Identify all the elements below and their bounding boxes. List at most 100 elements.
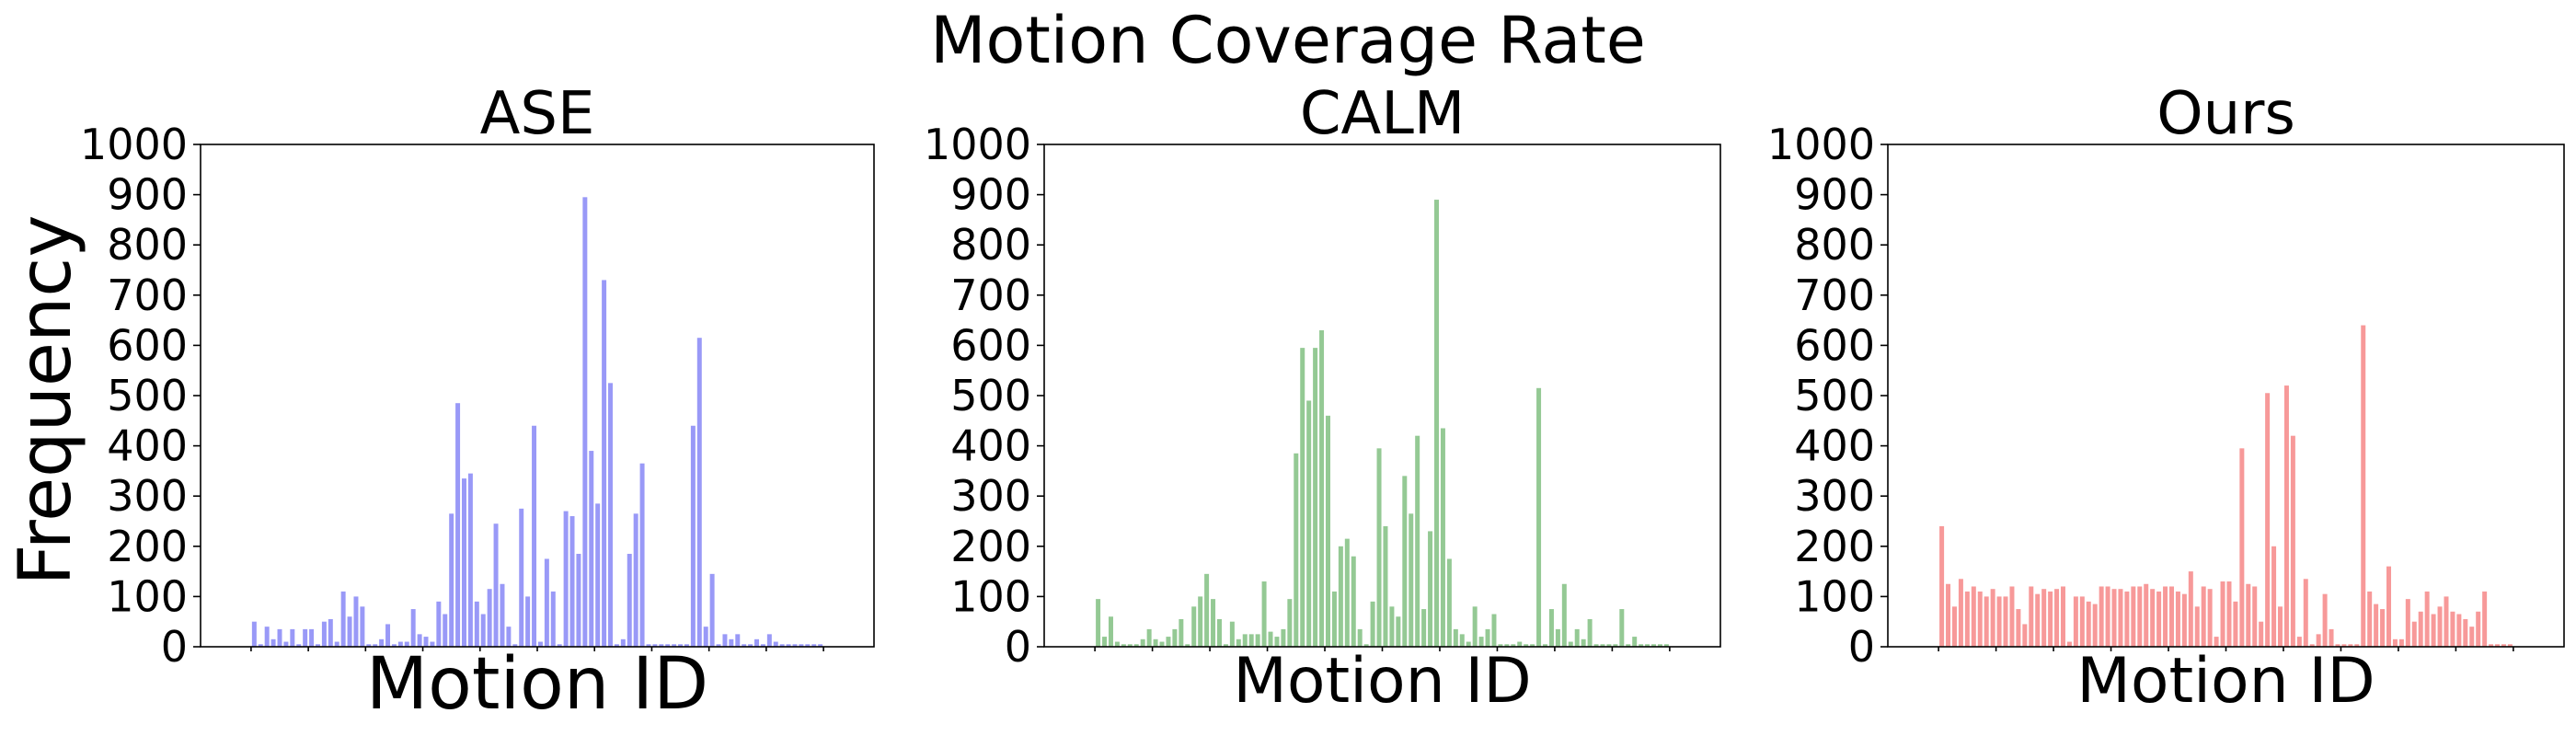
y-tick-label: 0 [161, 622, 188, 672]
bar [430, 641, 435, 647]
bar [639, 463, 645, 647]
bar [1606, 644, 1612, 647]
bar [366, 644, 372, 647]
bar [557, 644, 562, 647]
bar [2463, 618, 2468, 647]
bar [1574, 628, 1580, 647]
bar [2431, 614, 2436, 647]
bar [1338, 546, 1343, 647]
bar [1383, 525, 1388, 647]
bar [1440, 428, 1445, 647]
bar [519, 508, 524, 647]
bar [2137, 586, 2143, 647]
bar [1626, 644, 1631, 647]
bar [2380, 609, 2386, 647]
bar [1524, 644, 1529, 647]
bar [2048, 591, 2053, 647]
bar [1389, 606, 1395, 647]
bar [722, 634, 728, 647]
bar [2469, 627, 2475, 647]
bar [1268, 631, 1273, 647]
y-tick-label: 600 [1794, 320, 1875, 370]
bar [1984, 596, 1989, 647]
bar [2252, 586, 2258, 647]
bar [576, 553, 581, 647]
bar [1216, 618, 1222, 647]
bar [1478, 637, 1484, 647]
bar [303, 628, 308, 647]
bar [620, 638, 626, 647]
y-tick-label: 800 [107, 220, 188, 270]
bar [347, 616, 352, 647]
bar [2476, 611, 2481, 647]
bar [550, 591, 556, 647]
bar [1198, 596, 1203, 647]
bar [1498, 644, 1503, 647]
bar [2489, 644, 2494, 647]
bar [2309, 644, 2315, 647]
bar [1639, 644, 1644, 647]
panel-title: CALM [1300, 80, 1465, 148]
bar [2163, 586, 2168, 647]
bar [373, 644, 378, 647]
y-tick-label: 100 [107, 571, 188, 621]
y-tick-label: 400 [950, 421, 1031, 471]
bar [2341, 644, 2347, 647]
bar [1663, 644, 1669, 647]
bar [264, 627, 270, 647]
bar [487, 589, 492, 647]
y-tick-label: 300 [1794, 471, 1875, 521]
bar [735, 634, 741, 647]
bar [779, 644, 785, 647]
bar [1146, 628, 1152, 647]
bar [1581, 638, 1586, 647]
bar [2367, 591, 2373, 647]
bar [2009, 586, 2015, 647]
bar [251, 621, 257, 647]
bar [525, 596, 531, 647]
bar [1102, 637, 1108, 647]
bar [1587, 618, 1593, 647]
bar [2482, 591, 2488, 647]
bar [2105, 586, 2110, 647]
bar [467, 473, 473, 647]
bar [563, 511, 569, 647]
bar [2066, 641, 2072, 647]
bar [1331, 591, 1337, 647]
y-tick-label: 0 [1848, 622, 1875, 672]
bar [2386, 566, 2392, 647]
bar [2188, 571, 2193, 647]
bar [627, 553, 632, 647]
bar [1223, 644, 1228, 647]
bar [1370, 601, 1375, 647]
bar [2392, 638, 2398, 647]
bar [2156, 591, 2162, 647]
bar [678, 644, 684, 647]
bar [2398, 638, 2404, 647]
bar [1977, 591, 1983, 647]
bar [321, 621, 327, 647]
bar [1645, 644, 1650, 647]
bar [2092, 604, 2098, 647]
bar [1453, 628, 1458, 647]
bar [760, 644, 765, 647]
bar [2111, 589, 2117, 647]
figure-title: Motion Coverage Rate [930, 3, 1646, 78]
bar [589, 451, 594, 647]
bar [659, 644, 664, 647]
bar [1344, 538, 1350, 647]
bar [2150, 589, 2156, 647]
bar [1211, 599, 1216, 647]
bar [1421, 609, 1427, 647]
bar [2296, 637, 2302, 647]
bar [1409, 513, 1414, 647]
y-axis-label: Frequency [5, 215, 87, 586]
bar [449, 513, 454, 647]
y-tick-label: 800 [950, 220, 1031, 270]
bar [2131, 586, 2136, 647]
bar [2022, 624, 2028, 647]
bar [703, 627, 708, 647]
bar [410, 609, 416, 647]
bar [1459, 634, 1465, 647]
